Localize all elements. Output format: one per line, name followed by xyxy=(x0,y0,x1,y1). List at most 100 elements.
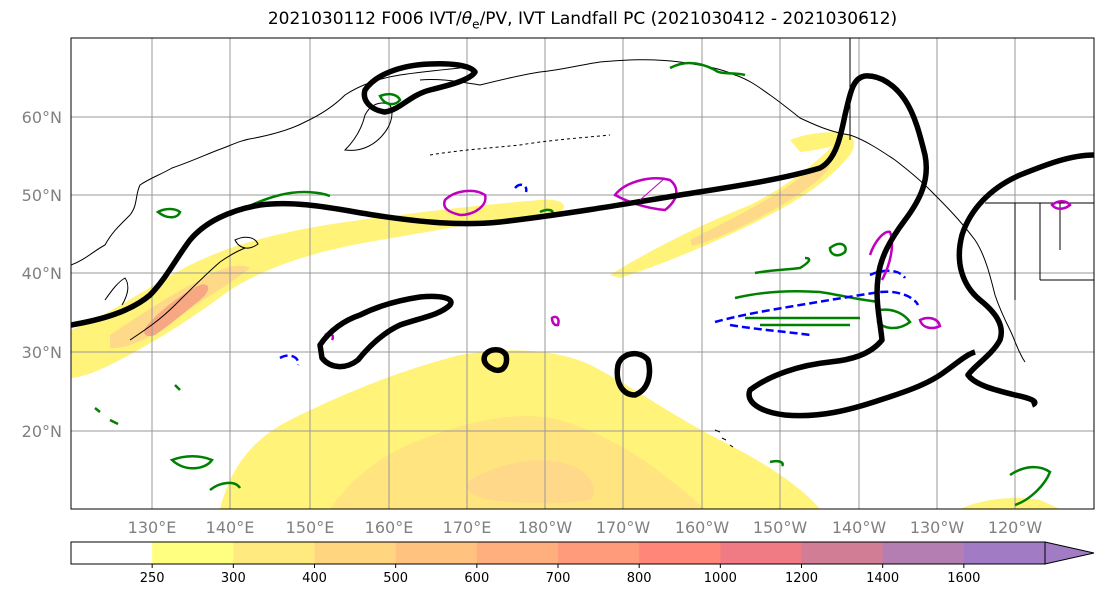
colorbar-tick-label: 1600 xyxy=(947,571,980,586)
theta-contour-11 xyxy=(828,242,847,257)
theta-contour-9 xyxy=(1009,465,1052,507)
pc-contours xyxy=(71,61,1094,419)
colorbar-segment xyxy=(801,542,884,564)
theta-contour-13 xyxy=(94,384,181,426)
lat-label-40: 40°N xyxy=(22,264,62,283)
theta-contour-2 xyxy=(155,207,182,219)
colorbar-tick-labels: 250 300 400 500 600 700 800 1000 1200 1400 1600 xyxy=(140,564,980,586)
lon-label-160e: 160°E xyxy=(365,518,414,537)
colorbar: 250 300 400 500 600 700 800 1000 1200 1400 1600 xyxy=(70,541,1095,586)
lon-label-140e: 140°E xyxy=(206,518,255,537)
colorbar-segment xyxy=(476,542,559,564)
colorbar-segment xyxy=(558,542,640,564)
lat-label-60: 60°N xyxy=(22,108,62,127)
lon-label-170e: 170°E xyxy=(443,518,492,537)
title-wrap: 2021030112 F006 IVT/θe/PV, IVT Landfall … xyxy=(0,0,1105,34)
coast-state-lines xyxy=(1014,203,1094,300)
map-area xyxy=(71,38,1094,509)
colorbar-tick-label: 500 xyxy=(383,571,408,586)
lat-label-30: 30°N xyxy=(22,343,62,362)
pv-dashed-4 xyxy=(514,183,528,193)
theta-contour-5 xyxy=(734,290,881,304)
colorbar-segment xyxy=(71,542,153,564)
colorbar-tick-label: 1200 xyxy=(785,571,818,586)
ivt-ar-northeast-inner xyxy=(690,163,830,246)
lat-label-50: 50°N xyxy=(22,186,62,205)
pv-magenta-3 xyxy=(868,230,894,281)
colorbar-tick-label: 700 xyxy=(546,571,571,586)
pc-contour-main xyxy=(71,73,976,419)
theta-contour-3 xyxy=(669,61,746,77)
title-theta: θ xyxy=(461,9,473,29)
pv-dashed-contours xyxy=(279,183,920,366)
colorbar-tick-label: 400 xyxy=(302,571,327,586)
colorbar-segment xyxy=(720,542,802,564)
coast-north-america xyxy=(929,189,1026,363)
ivt-gulf-alaska xyxy=(790,132,850,152)
coast-hawaii xyxy=(714,429,734,448)
theta-contour-14 xyxy=(378,92,402,106)
lon-label-180w: 180°W xyxy=(518,518,573,537)
colorbar-tick-label: 600 xyxy=(464,571,489,586)
pv-dashed-1 xyxy=(714,290,920,324)
coast-aleutians xyxy=(429,134,611,156)
coast-asia xyxy=(71,67,461,266)
theta-contour-4 xyxy=(754,256,811,275)
ivt-shading xyxy=(71,132,1060,509)
colorbar-tick-label: 300 xyxy=(221,571,246,586)
pc-contour-ring-a xyxy=(481,347,510,374)
ivt-subtropical-core xyxy=(466,460,594,504)
colorbar-segment xyxy=(882,542,965,564)
lon-label-150w: 150°W xyxy=(753,518,808,537)
map-frame xyxy=(70,37,1095,510)
theta-contour-8 xyxy=(169,455,214,470)
pv-magenta-1 xyxy=(443,189,487,217)
coast-japan-hokkaido xyxy=(234,236,259,249)
pv-dashed-2 xyxy=(729,323,811,337)
title-theta-sub: e xyxy=(472,17,480,32)
title-prefix: 2021030112 F006 IVT/ xyxy=(267,9,462,29)
colorbar-segments xyxy=(71,542,1046,564)
colorbar-tick-label: 1000 xyxy=(704,571,737,586)
pc-contour-ring-mid xyxy=(317,293,454,370)
coast-alaska xyxy=(599,59,931,191)
colorbar-tick-label: 800 xyxy=(627,571,652,586)
pv-magenta-4 xyxy=(918,316,942,330)
lon-labels: 130°E 140°E 150°E 160°E 170°E 180°W 170°… xyxy=(128,518,1043,537)
theta-contour-15 xyxy=(769,459,784,467)
colorbar-segment xyxy=(639,542,721,564)
colorbar-segment xyxy=(233,542,315,564)
pv-magenta-6 xyxy=(550,315,560,327)
title-suffix: /PV, IVT Landfall PC (2021030412 - 20210… xyxy=(479,9,898,29)
colorbar-extend-arrow xyxy=(1044,541,1095,565)
theta-e-contours xyxy=(94,61,1052,507)
theta-contour-7 xyxy=(745,316,860,327)
colorbar-segment xyxy=(152,542,234,564)
pc-contour-ring-b xyxy=(614,351,653,398)
colorbar-segment xyxy=(314,542,397,564)
lon-label-150e: 150°E xyxy=(286,518,335,537)
coast-japan xyxy=(129,247,246,341)
colorbar-segment xyxy=(963,542,1046,564)
colorbar-segment xyxy=(395,542,478,564)
ivt-ar-northeast xyxy=(610,135,855,278)
chart-title: 2021030112 F006 IVT/θe/PV, IVT Landfall … xyxy=(0,9,1105,31)
lon-label-130w: 130°W xyxy=(910,518,965,537)
lon-label-170w: 170°W xyxy=(596,518,651,537)
lat-labels: 60°N 50°N 40°N 30°N 20°N xyxy=(22,108,62,441)
coast-siberia-north xyxy=(419,61,601,86)
lon-label-160w: 160°W xyxy=(675,518,730,537)
pv-dashed-5 xyxy=(279,354,300,366)
lon-label-120w: 120°W xyxy=(988,518,1043,537)
pv-magenta-line xyxy=(639,177,666,201)
pc-contour-ring-north xyxy=(361,61,478,115)
lat-label-20: 20°N xyxy=(22,422,62,441)
pv-magenta-5 xyxy=(1050,200,1072,210)
coastlines xyxy=(71,38,1094,448)
lon-label-130e: 130°E xyxy=(128,518,177,537)
pv-dashed-3 xyxy=(869,269,907,279)
lon-label-140w: 140°W xyxy=(832,518,887,537)
colorbar-tick-label: 250 xyxy=(140,571,165,586)
coast-korea xyxy=(104,277,129,306)
